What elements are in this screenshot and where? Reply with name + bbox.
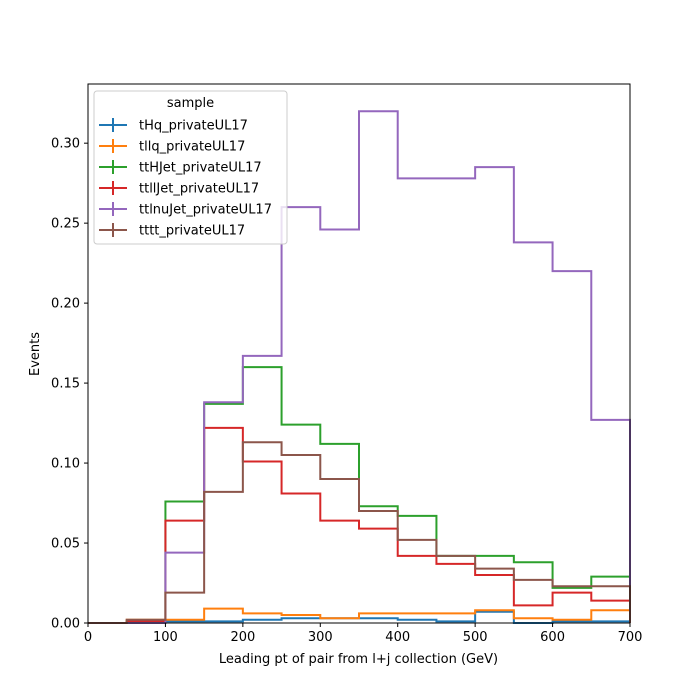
legend-entry: ttllJet_privateUL17 — [99, 181, 259, 197]
legend-entry: ttlnuJet_privateUL17 — [99, 202, 272, 218]
axes-frame — [87, 83, 631, 624]
x-axis-label: Leading pt of pair from l+j collection (… — [219, 652, 498, 667]
legend-box — [93, 90, 288, 245]
legend-label: tHq_privateUL17 — [139, 119, 248, 134]
x-tick-label: 100 — [153, 630, 178, 645]
legend-label: tttt_privateUL17 — [139, 224, 245, 239]
y-tick-label: 0.10 — [51, 457, 80, 472]
series-line-5 — [88, 441, 631, 624]
axes: 0 100 200 300 400 500 600 700 0.00 0.05 0.10 0.15 0.… — [51, 83, 643, 645]
x-tick-label: 700 — [618, 630, 643, 645]
y-axis-label: Events — [28, 332, 43, 376]
y-tick-label: 0.00 — [51, 617, 80, 632]
x-tick-label: 200 — [230, 630, 255, 645]
series-line-2 — [88, 366, 631, 624]
plot-area — [88, 110, 631, 624]
legend-title: sample — [167, 96, 214, 111]
x-tick-label: 500 — [463, 630, 488, 645]
y-tick-label: 0.30 — [51, 137, 80, 152]
x-tick-label: 0 — [84, 630, 92, 645]
legend-label: ttlnuJet_privateUL17 — [139, 203, 272, 218]
legend-entry: tttt_privateUL17 — [99, 223, 245, 239]
y-tick-label: 0.25 — [51, 217, 80, 232]
y-tick-label: 0.15 — [51, 377, 80, 392]
y-tick-label: 0.20 — [51, 297, 80, 312]
x-tick-label: 400 — [385, 630, 410, 645]
series-line-3 — [88, 426, 631, 624]
y-tick-label: 0.05 — [51, 537, 80, 552]
legend-label: tllq_privateUL17 — [139, 140, 245, 155]
legend-entry: tHq_privateUL17 — [99, 118, 248, 134]
legend-entry: ttHJet_privateUL17 — [99, 160, 262, 176]
series-line-1 — [88, 607, 631, 624]
legend-label: ttHJet_privateUL17 — [139, 161, 262, 176]
legend: sample tHq_privateUL17 tllq_privateUL17 ttH… — [93, 90, 288, 245]
legend-entry: tllq_privateUL17 — [99, 139, 245, 155]
legend-label: ttllJet_privateUL17 — [139, 182, 259, 197]
x-tick-label: 300 — [308, 630, 333, 645]
x-tick-label: 600 — [540, 630, 565, 645]
